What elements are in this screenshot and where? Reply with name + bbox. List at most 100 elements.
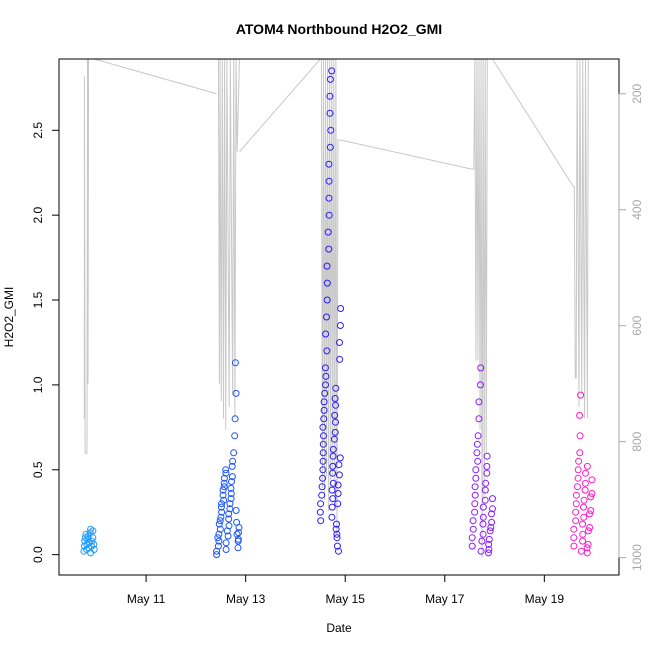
data-point (84, 535, 92, 543)
data-point (320, 406, 328, 414)
pressure-gap-line-1 (94, 59, 217, 95)
data-point (489, 505, 496, 513)
data-point (469, 517, 477, 525)
data-point (323, 279, 331, 287)
data-point (579, 530, 587, 538)
data-point (228, 462, 236, 470)
data-point (319, 474, 327, 482)
data-point (468, 542, 476, 550)
data-point (582, 469, 589, 477)
data-point (474, 432, 482, 440)
x-tick-label: May 17 (425, 592, 465, 606)
data-point (234, 544, 242, 552)
data-point (322, 330, 330, 338)
data-point (325, 245, 333, 253)
data-point (583, 549, 591, 557)
data-point (323, 296, 331, 304)
data-point (336, 322, 344, 329)
data-point (479, 530, 487, 538)
data-point (227, 484, 235, 492)
pressure-line-flight-3 (320, 59, 342, 535)
data-point (572, 500, 580, 508)
data-point (488, 518, 496, 526)
data-point (320, 432, 327, 440)
pressure-gap-line-2 (239, 59, 321, 153)
data-point (579, 537, 587, 545)
y-axis-label: H2O2_GMI (2, 287, 16, 348)
data-point (583, 462, 591, 470)
data-point (577, 547, 585, 555)
data-point (215, 520, 223, 528)
data-point (483, 469, 491, 477)
data-point (329, 479, 337, 487)
data-point (218, 500, 226, 508)
data-point (329, 445, 337, 453)
data-point (475, 415, 483, 423)
data-point (225, 522, 233, 530)
data-point (331, 395, 339, 402)
data-point (328, 486, 336, 494)
data-point (477, 547, 485, 555)
data-point (326, 109, 334, 117)
data-point (482, 479, 490, 487)
data-point (334, 490, 342, 497)
data-point (326, 92, 334, 100)
data-point (576, 432, 584, 440)
data-point (483, 452, 491, 460)
data-point (325, 194, 333, 202)
data-point (224, 532, 232, 540)
y-tick-label: 0.5 (31, 461, 45, 478)
data-point (570, 542, 578, 550)
right-axis-tick-label: 800 (630, 431, 644, 451)
data-point (580, 513, 588, 521)
data-point (219, 486, 227, 494)
data-point (574, 483, 581, 491)
y-tick-label: 1.0 (31, 376, 45, 393)
data-point (472, 466, 480, 474)
data-point (321, 389, 329, 397)
data-point (329, 469, 337, 477)
data-point (469, 525, 477, 533)
data-point (487, 524, 495, 531)
data-point (577, 391, 585, 399)
data-point (222, 539, 230, 547)
data-point (473, 449, 481, 457)
data-point (331, 428, 339, 436)
right-axis-tick-label: 600 (630, 315, 644, 335)
data-point (476, 381, 484, 389)
data-point (586, 524, 594, 531)
data-point (336, 454, 344, 462)
data-point (478, 537, 486, 545)
data-point (319, 457, 327, 465)
data-point (326, 75, 334, 83)
data-point (320, 398, 328, 406)
data-point (334, 500, 342, 508)
data-point (325, 177, 333, 185)
data-point (231, 432, 239, 440)
data-point (471, 491, 479, 499)
data-point (576, 411, 584, 419)
data-point (570, 525, 578, 533)
data-point (581, 479, 589, 487)
data-point (481, 486, 489, 494)
data-point (474, 457, 482, 465)
data-point (581, 486, 589, 494)
data-point (225, 510, 233, 518)
data-point (584, 540, 592, 548)
data-point (320, 415, 328, 423)
data-point (326, 143, 334, 151)
data-point (477, 364, 485, 372)
data-point (230, 449, 238, 457)
data-point (325, 211, 333, 219)
data-point (489, 495, 496, 503)
data-point (329, 462, 337, 470)
x-axis: May 11 May 13 May 15 May 17 May 19 (127, 574, 564, 606)
y-tick-label: 0.0 (31, 546, 45, 563)
data-point (323, 313, 330, 321)
data-point (588, 490, 596, 497)
data-point (323, 262, 331, 270)
data-point (222, 466, 230, 474)
y-tick-label: 2.5 (31, 122, 45, 139)
data-point (89, 527, 97, 535)
data-point (321, 364, 329, 372)
